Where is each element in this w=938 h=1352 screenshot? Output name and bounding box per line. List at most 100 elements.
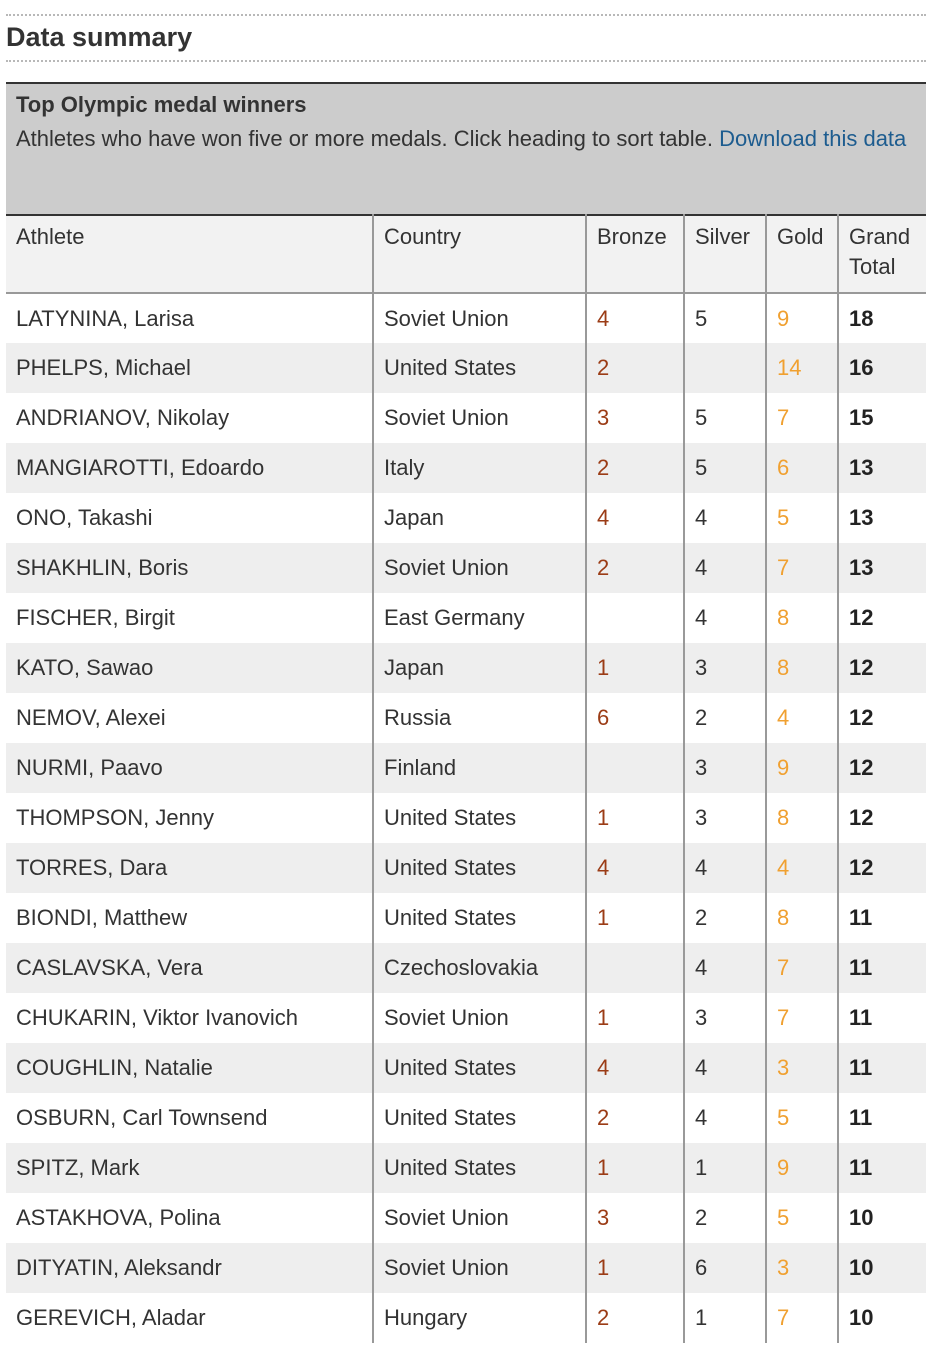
- grand-total-cell: 12: [837, 593, 926, 643]
- gold-cell: 9: [765, 743, 838, 793]
- athlete-cell: TORRES, Dara: [6, 843, 373, 893]
- country-cell: United States: [372, 893, 586, 943]
- gold-cell: 7: [765, 393, 838, 443]
- table-row: GEREVICH, Aladar Hungary 2 1 7 10: [6, 1293, 926, 1343]
- athlete-cell: ASTAKHOVA, Polina: [6, 1193, 373, 1243]
- silver-cell: 4: [683, 493, 766, 543]
- country-cell: Soviet Union: [372, 993, 586, 1043]
- country-cell: Soviet Union: [372, 1193, 586, 1243]
- country-cell: United States: [372, 793, 586, 843]
- bronze-cell: 4: [585, 493, 684, 543]
- silver-cell: 3: [683, 793, 766, 843]
- silver-cell: [683, 343, 766, 393]
- grand-total-column-header[interactable]: Grand Total: [837, 215, 926, 294]
- gold-cell: 4: [765, 843, 838, 893]
- caption-description: Athletes who have won five or more medal…: [16, 125, 916, 153]
- table-row: FISCHER, Birgit East Germany 4 8 12: [6, 593, 926, 643]
- country-cell: United States: [372, 1093, 586, 1143]
- silver-cell: 4: [683, 1093, 766, 1143]
- silver-cell: 1: [683, 1293, 766, 1343]
- silver-cell: 2: [683, 893, 766, 943]
- table-row: THOMPSON, Jenny United States 1 3 8 12: [6, 793, 926, 843]
- silver-cell: 2: [683, 693, 766, 743]
- table-caption: Top Olympic medal winners Athletes who h…: [6, 82, 926, 215]
- athlete-cell: BIONDI, Matthew: [6, 893, 373, 943]
- bronze-cell: [585, 943, 684, 993]
- athlete-column-header[interactable]: Athlete: [6, 215, 373, 294]
- bronze-cell: 1: [585, 643, 684, 693]
- silver-cell: 2: [683, 1193, 766, 1243]
- table-row: LATYNINA, Larisa Soviet Union 4 5 9 18: [6, 293, 926, 343]
- gold-cell: 9: [765, 293, 838, 343]
- bronze-cell: 1: [585, 1243, 684, 1293]
- country-cell: Russia: [372, 693, 586, 743]
- table-row: PHELPS, Michael United States 2 14 16: [6, 343, 926, 393]
- grand-total-cell: 12: [837, 643, 926, 693]
- athlete-cell: OSBURN, Carl Townsend: [6, 1093, 373, 1143]
- grand-total-cell: 13: [837, 543, 926, 593]
- bronze-cell: 1: [585, 893, 684, 943]
- grand-total-cell: 11: [837, 993, 926, 1043]
- table-row: CASLAVSKA, Vera Czechoslovakia 4 7 11: [6, 943, 926, 993]
- country-cell: Czechoslovakia: [372, 943, 586, 993]
- medal-table: Athlete Country Bronze Silver Gold Grand…: [6, 214, 926, 1343]
- grand-total-cell: 11: [837, 893, 926, 943]
- gold-cell: 14: [765, 343, 838, 393]
- bronze-column-header[interactable]: Bronze: [585, 215, 684, 294]
- gold-cell: 5: [765, 1193, 838, 1243]
- gold-cell: 9: [765, 1143, 838, 1193]
- silver-cell: 4: [683, 843, 766, 893]
- grand-total-cell: 16: [837, 343, 926, 393]
- table-row: ONO, Takashi Japan 4 4 5 13: [6, 493, 926, 543]
- athlete-cell: CHUKARIN, Viktor Ivanovich: [6, 993, 373, 1043]
- silver-column-header[interactable]: Silver: [683, 215, 766, 294]
- table-row: SHAKHLIN, Boris Soviet Union 2 4 7 13: [6, 543, 926, 593]
- bronze-cell: 2: [585, 1293, 684, 1343]
- grand-total-cell: 10: [837, 1193, 926, 1243]
- country-cell: Italy: [372, 443, 586, 493]
- country-cell: Soviet Union: [372, 393, 586, 443]
- gold-cell: 8: [765, 893, 838, 943]
- table-row: CHUKARIN, Viktor Ivanovich Soviet Union 1 3…: [6, 993, 926, 1043]
- gold-column-header[interactable]: Gold: [765, 215, 838, 294]
- gold-cell: 7: [765, 543, 838, 593]
- table-row: DITYATIN, Aleksandr Soviet Union 1 6 3 10: [6, 1243, 926, 1293]
- caption-title: Top Olympic medal winners: [16, 92, 307, 117]
- gold-cell: 8: [765, 793, 838, 843]
- grand-total-cell: 11: [837, 1093, 926, 1143]
- grand-total-cell: 12: [837, 743, 926, 793]
- gold-cell: 8: [765, 593, 838, 643]
- grand-total-cell: 13: [837, 493, 926, 543]
- grand-total-cell: 10: [837, 1293, 926, 1343]
- gold-cell: 5: [765, 1093, 838, 1143]
- bronze-cell: 4: [585, 293, 684, 343]
- athlete-cell: MANGIAROTTI, Edoardo: [6, 443, 373, 493]
- country-cell: United States: [372, 1143, 586, 1193]
- athlete-cell: CASLAVSKA, Vera: [6, 943, 373, 993]
- athlete-cell: THOMPSON, Jenny: [6, 793, 373, 843]
- bronze-cell: 6: [585, 693, 684, 743]
- bronze-cell: 1: [585, 993, 684, 1043]
- athlete-cell: SHAKHLIN, Boris: [6, 543, 373, 593]
- silver-cell: 3: [683, 993, 766, 1043]
- silver-cell: 3: [683, 643, 766, 693]
- download-data-link[interactable]: Download this data: [719, 126, 907, 151]
- table-row: COUGHLIN, Natalie United States 4 4 3 11: [6, 1043, 926, 1093]
- data-summary-header: Data summary: [6, 14, 926, 62]
- grand-total-cell: 11: [837, 943, 926, 993]
- silver-cell: 4: [683, 593, 766, 643]
- silver-cell: 1: [683, 1143, 766, 1193]
- gold-cell: 5: [765, 493, 838, 543]
- bronze-cell: 1: [585, 793, 684, 843]
- bronze-cell: [585, 743, 684, 793]
- silver-cell: 3: [683, 743, 766, 793]
- country-cell: Japan: [372, 493, 586, 543]
- country-column-header[interactable]: Country: [372, 215, 586, 294]
- country-cell: Japan: [372, 643, 586, 693]
- bronze-cell: 2: [585, 343, 684, 393]
- table-row: KATO, Sawao Japan 1 3 8 12: [6, 643, 926, 693]
- bronze-cell: 2: [585, 1093, 684, 1143]
- table-row: ANDRIANOV, Nikolay Soviet Union 3 5 7 15: [6, 393, 926, 443]
- table-row: MANGIAROTTI, Edoardo Italy 2 5 6 13: [6, 443, 926, 493]
- gold-cell: 7: [765, 993, 838, 1043]
